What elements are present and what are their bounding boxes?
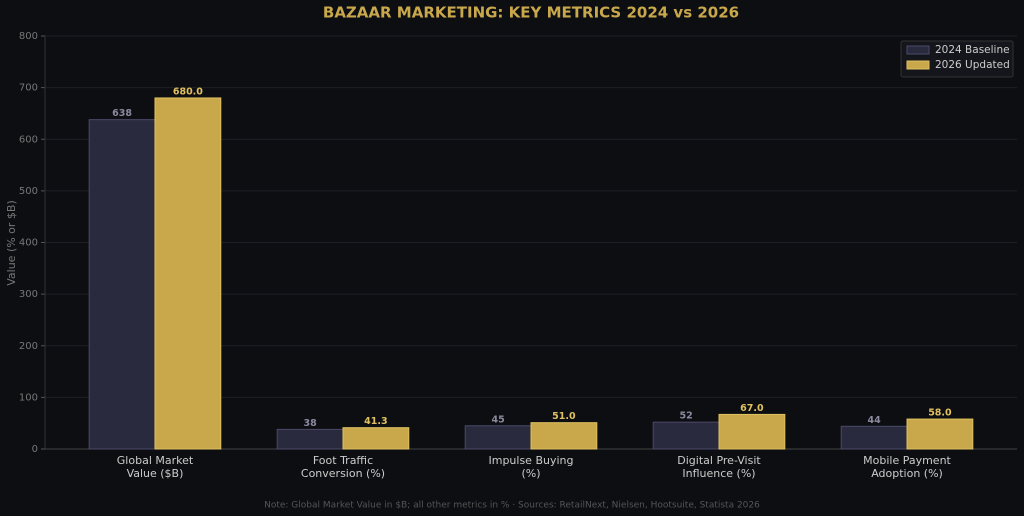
bar <box>840 425 908 450</box>
legend-label: 2024 Baseline <box>935 44 1010 56</box>
x-tick-label: Digital Pre-Visit Influence (%) <box>677 454 761 480</box>
value-label: 51.0 <box>552 411 576 422</box>
bar <box>718 413 786 450</box>
bar <box>906 418 974 450</box>
value-label: 45 <box>491 414 504 425</box>
y-tick-label: 200 <box>19 341 38 352</box>
y-tick-label: 700 <box>19 83 38 94</box>
x-tick-label: Mobile Payment Adoption (%) <box>863 454 951 480</box>
bar <box>154 97 222 450</box>
value-label: 680.0 <box>173 86 203 97</box>
y-tick-label: 500 <box>19 186 38 197</box>
chart-title: BAZAAR MARKETING: KEY METRICS 2024 vs 20… <box>323 4 739 22</box>
y-axis-label: Value (% or $B) <box>5 200 18 286</box>
value-label: 52 <box>679 411 692 422</box>
y-tick-label: 800 <box>19 31 38 42</box>
value-label: 41.3 <box>364 416 387 427</box>
note: Note: Global Market Value in $B; all oth… <box>264 501 760 511</box>
bar <box>342 427 410 450</box>
bar <box>276 428 344 450</box>
y-tick-label: 600 <box>19 134 38 145</box>
value-label: 67.0 <box>740 403 764 414</box>
bar <box>464 425 532 450</box>
value-label: 58.0 <box>928 408 952 419</box>
value-label: 44 <box>867 415 881 426</box>
legend-label: 2026 Updated <box>935 59 1010 71</box>
legend-swatch <box>906 45 930 55</box>
value-label: 638 <box>112 108 132 119</box>
legend-swatch <box>906 60 930 70</box>
y-tick-label: 0 <box>32 444 38 455</box>
bar <box>652 421 720 450</box>
value-label: 38 <box>303 418 317 429</box>
y-tick-label: 400 <box>19 238 38 249</box>
y-tick-label: 100 <box>19 392 38 403</box>
x-tick-label: Global Market Value ($B) <box>117 454 194 480</box>
y-tick-label: 300 <box>19 289 38 300</box>
bar <box>530 422 598 450</box>
x-tick-label: Impulse Buying (%) <box>488 454 573 480</box>
bar <box>88 119 156 450</box>
x-tick-label: Foot Traffic Conversion (%) <box>301 454 385 480</box>
